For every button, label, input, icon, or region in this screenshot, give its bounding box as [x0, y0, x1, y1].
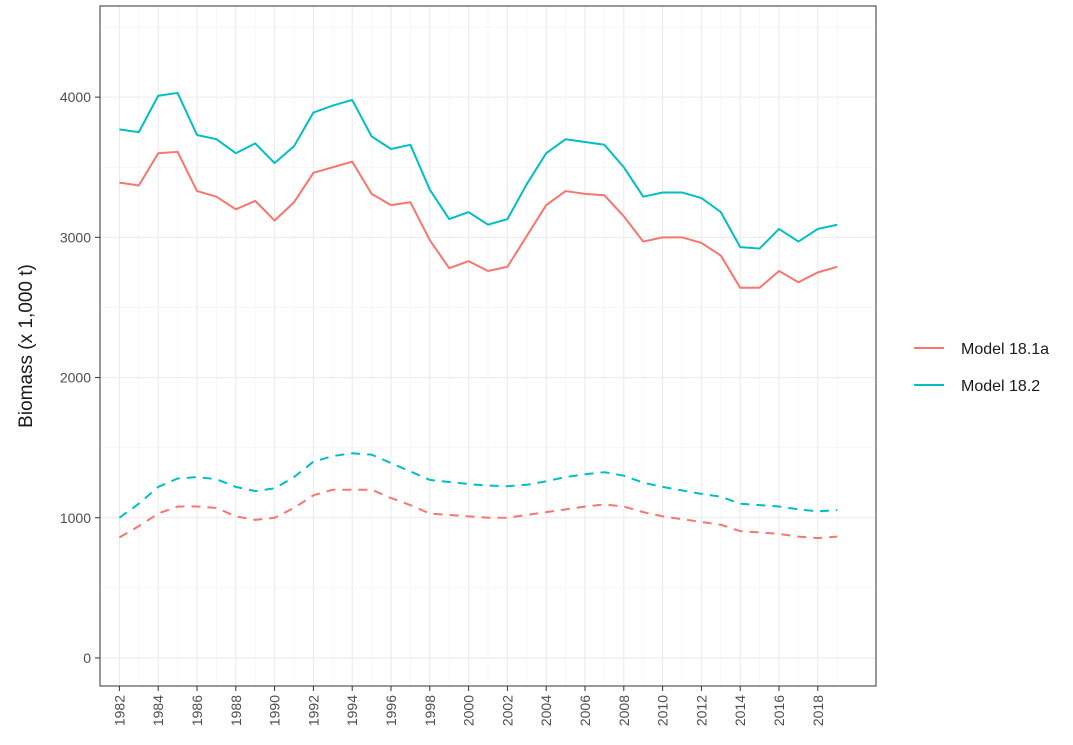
legend-label-model-18-2: Model 18.2	[961, 378, 1040, 395]
y-tick-label: 2000	[60, 370, 91, 386]
y-tick-label: 4000	[60, 89, 91, 105]
x-tick-label: 2010	[655, 695, 671, 726]
x-tick-label: 2016	[771, 695, 787, 726]
x-tick-label: 1994	[344, 695, 360, 726]
x-tick-label: 2004	[538, 695, 554, 726]
line-model-18-1a-dashed	[118, 488, 838, 540]
y-axis-title: Biomass (x 1,000 t)	[16, 264, 37, 428]
x-tick-label: 1984	[150, 695, 166, 726]
y-tick-label: 3000	[60, 229, 91, 245]
x-tick-label: 2008	[616, 695, 632, 726]
legend: Model 18.1a Model 18.2	[914, 341, 1049, 395]
x-axis: 1982 1984 1986 1988 1990 1992 1994 1996 1998 2000…	[111, 686, 826, 726]
legend-label-model-18-1a: Model 18.1a	[961, 341, 1049, 358]
y-tick-label: 1000	[60, 510, 91, 526]
x-tick-label: 1990	[267, 695, 283, 726]
x-tick-label: 1998	[422, 695, 438, 726]
x-tick-label: 1992	[305, 695, 321, 726]
y-axis: 0 1000 2000 3000 4000	[60, 89, 100, 666]
x-tick-label: 2018	[810, 695, 826, 726]
x-tick-label: 2012	[693, 695, 709, 726]
line-model-18-1a-solid	[119, 150, 838, 289]
x-tick-label: 2014	[732, 695, 748, 726]
y-tick-label: 0	[83, 650, 91, 666]
line-model-18-2-solid	[119, 91, 838, 250]
line-model-18-2-dashed	[118, 452, 838, 519]
x-tick-label: 1986	[189, 695, 205, 726]
panel-border	[99, 5, 877, 687]
x-tick-label: 2000	[461, 695, 477, 726]
x-tick-label: 1982	[111, 695, 127, 726]
x-tick-label: 1996	[383, 695, 399, 726]
x-tick-label: 1988	[228, 695, 244, 726]
minor-gridlines	[99, 6, 877, 686]
x-tick-label: 2006	[577, 695, 593, 726]
series-lines	[118, 91, 838, 540]
x-tick-label: 2002	[499, 695, 515, 726]
